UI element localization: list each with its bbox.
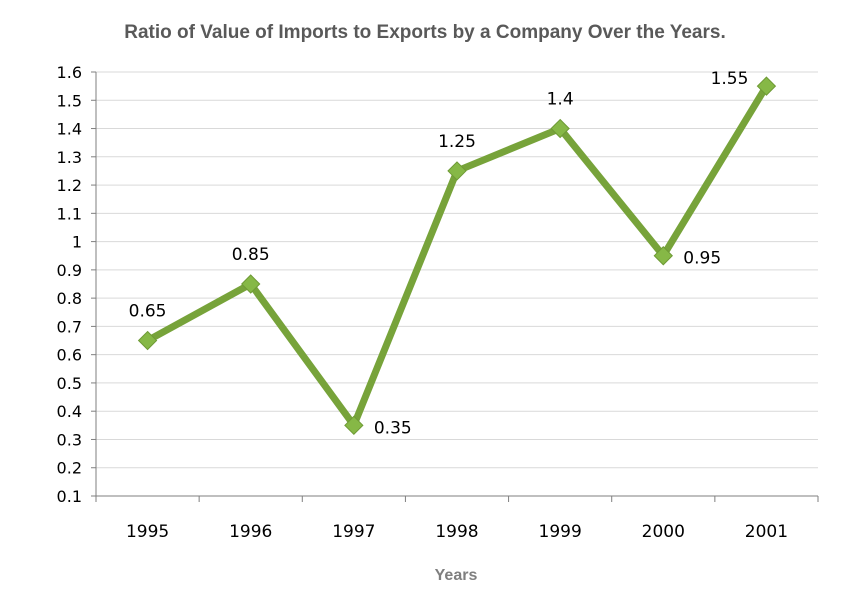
gridlines [96, 71, 818, 469]
y-tick-label: 0.2 [57, 459, 82, 478]
data-point-marker [653, 246, 673, 266]
y-tick-label: 0.9 [57, 261, 82, 280]
y-tick-label: 1.3 [57, 148, 82, 167]
data-point-marker [447, 161, 467, 181]
data-label: 0.35 [374, 418, 412, 438]
y-tick-label: 1.2 [57, 176, 82, 195]
data-label: 0.85 [232, 245, 270, 265]
chart-title: Ratio of Value of Imports to Exports by … [124, 22, 725, 43]
y-tick-label: 0.3 [57, 430, 82, 449]
y-tick-label: 0.8 [57, 289, 82, 308]
y-tick-label: 1.5 [57, 91, 82, 110]
data-point-marker [137, 330, 158, 351]
data-label: 1.55 [711, 69, 749, 89]
x-tick-label: 2000 [642, 522, 685, 542]
data-point-marker [756, 76, 777, 96]
x-tick-label: 1997 [332, 522, 375, 542]
data-labels: 0.65 0.85 0.35 1.25 1.4 0.95 1.55 [129, 69, 749, 438]
data-point-marker [550, 118, 570, 139]
y-tick-label: 1.4 [57, 120, 82, 139]
y-tick-label: 0.5 [57, 374, 82, 393]
x-tick-label: 1999 [539, 522, 582, 542]
y-axis-ticks: 0.1 0.2 0.3 0.4 0.5 0.6 0.7 0.8 0.9 1 1.1 1.2 1.3 1.4… [57, 63, 82, 506]
data-point-marker [241, 274, 261, 294]
x-tick-label: 1996 [229, 522, 272, 542]
data-label: 1.4 [547, 90, 574, 110]
y-tick-label: 1 [72, 233, 82, 252]
x-tick-label: 1998 [435, 522, 478, 542]
data-label: 0.65 [129, 302, 167, 322]
data-label: 1.25 [438, 132, 476, 152]
y-tick-label: 0.1 [57, 487, 82, 506]
x-axis-ticks: 1995 1996 1997 1998 1999 2000 2001 [126, 522, 788, 542]
y-tick-label: 0.7 [57, 317, 82, 336]
x-tick-label: 2001 [745, 522, 788, 542]
y-tick-label: 1.1 [57, 204, 82, 223]
x-axis-title: Years [435, 567, 478, 584]
axes [91, 71, 819, 502]
y-tick-label: 0.6 [57, 346, 82, 365]
y-tick-label: 0.4 [57, 402, 82, 421]
x-tick-label: 1995 [126, 522, 169, 542]
data-point-marker [344, 415, 364, 436]
data-label: 0.95 [683, 249, 721, 269]
series [137, 76, 777, 436]
y-tick-label: 1.6 [57, 63, 82, 82]
